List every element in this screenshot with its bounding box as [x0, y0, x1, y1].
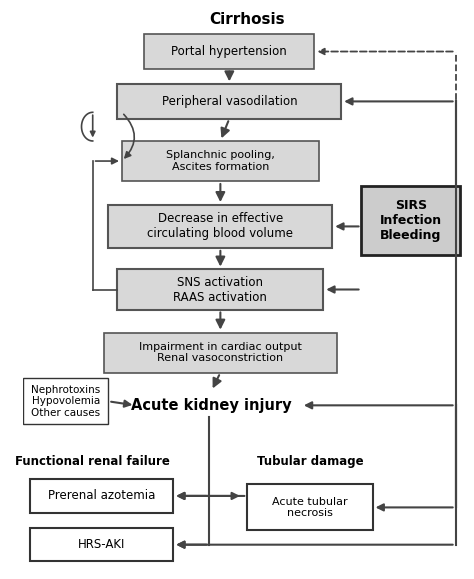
- FancyBboxPatch shape: [362, 186, 460, 255]
- FancyBboxPatch shape: [23, 379, 109, 424]
- Text: Portal hypertension: Portal hypertension: [172, 45, 287, 58]
- Text: Nephrotoxins
Hypovolemia
Other causes: Nephrotoxins Hypovolemia Other causes: [31, 384, 100, 418]
- Text: Decrease in effective
circulating blood volume: Decrease in effective circulating blood …: [147, 212, 293, 240]
- FancyBboxPatch shape: [30, 479, 173, 512]
- Text: Prerenal azotemia: Prerenal azotemia: [48, 489, 155, 503]
- FancyBboxPatch shape: [109, 205, 332, 248]
- Text: Acute tubular
necrosis: Acute tubular necrosis: [272, 497, 348, 518]
- Text: Acute kidney injury: Acute kidney injury: [131, 398, 292, 413]
- Text: Functional renal failure: Functional renal failure: [15, 455, 170, 468]
- FancyBboxPatch shape: [118, 269, 323, 310]
- Text: Splanchnic pooling,
Ascites formation: Splanchnic pooling, Ascites formation: [166, 150, 275, 172]
- Text: SIRS
Infection
Bleeding: SIRS Infection Bleeding: [380, 199, 442, 242]
- Text: Tubular damage: Tubular damage: [256, 455, 363, 468]
- Text: HRS-AKI: HRS-AKI: [78, 538, 125, 551]
- FancyBboxPatch shape: [144, 34, 314, 69]
- FancyBboxPatch shape: [118, 84, 341, 119]
- Text: Cirrhosis: Cirrhosis: [210, 13, 285, 27]
- FancyBboxPatch shape: [247, 485, 373, 530]
- Text: Impairment in cardiac output
Renal vasoconstriction: Impairment in cardiac output Renal vasoc…: [139, 342, 302, 364]
- Text: SNS activation
RAAS activation: SNS activation RAAS activation: [173, 276, 267, 303]
- FancyBboxPatch shape: [30, 528, 173, 561]
- FancyBboxPatch shape: [104, 332, 337, 373]
- Text: Peripheral vasodilation: Peripheral vasodilation: [162, 95, 297, 108]
- FancyBboxPatch shape: [122, 141, 319, 181]
